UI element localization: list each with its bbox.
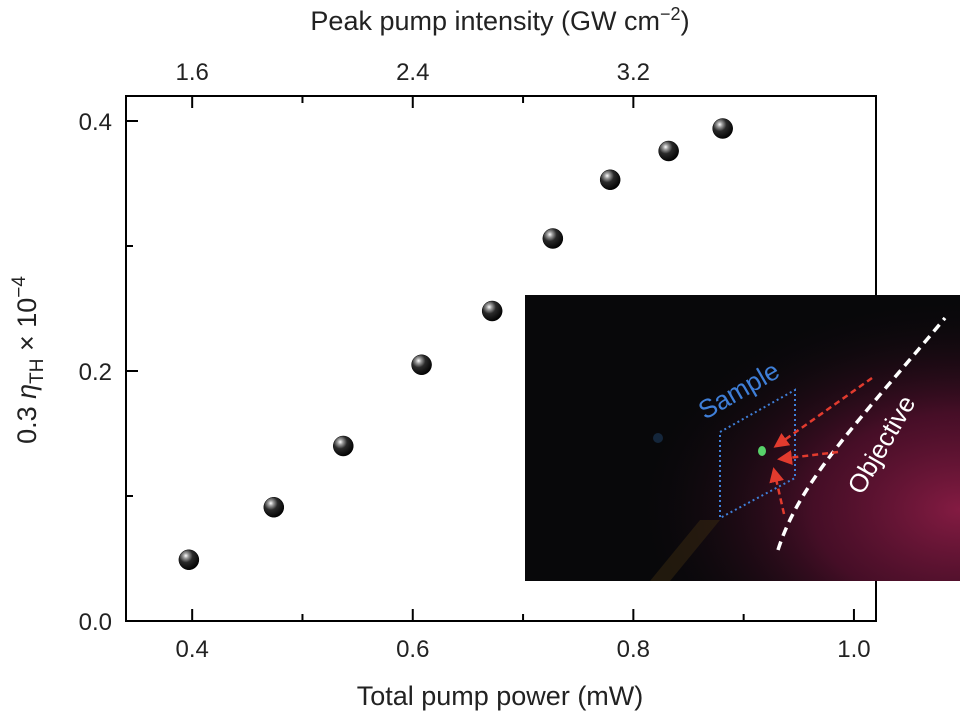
data-point	[712, 118, 733, 139]
objective-outline	[776, 316, 947, 551]
top-tick-label: 3.2	[617, 59, 650, 86]
y-axis-title-mult: × 10	[12, 298, 42, 359]
data-point	[542, 228, 564, 249]
data-point	[599, 169, 621, 190]
y-axis-title: 0.3 ηTH × 10−4	[9, 276, 48, 444]
x-tick-label: 0.8	[617, 636, 650, 663]
inset-reflection	[650, 520, 720, 581]
top-axis-title: Peak pump intensity (GW cm−2)	[310, 4, 689, 36]
axis-tick-labels: 0.4 0.6 0.8 1.0 0.0 0.2 0.4 1.6 2.4 3.2	[79, 59, 871, 663]
y-axis-title-subscript: TH	[27, 359, 48, 384]
data-point	[658, 140, 679, 162]
x-tick-label: 0.4	[175, 636, 208, 663]
data-point	[333, 435, 354, 457]
sample-emission-spot	[758, 446, 766, 456]
axis-ticks	[126, 96, 855, 622]
pump-arrow-lower	[769, 467, 786, 515]
x-axis-title: Total pump power (mW)	[357, 681, 644, 711]
x-tick-label: 1.0	[837, 636, 870, 663]
top-axis-title-exponent: −2	[660, 4, 681, 24]
data-points	[178, 118, 733, 570]
top-axis-title-close: )	[681, 6, 690, 36]
pump-arrows	[769, 376, 873, 515]
data-point	[263, 497, 285, 518]
y-tick-label: 0.2	[79, 359, 112, 386]
y-tick-label: 0.4	[79, 109, 112, 136]
y-axis-title-prefix: 0.3	[12, 399, 42, 444]
y-axis-title-exponent: −4	[9, 276, 30, 298]
data-point	[178, 549, 200, 570]
inset-photo: Sample Objective	[525, 295, 960, 581]
top-tick-label: 1.6	[175, 59, 208, 86]
data-point	[411, 354, 432, 375]
inset-objective-glow	[525, 295, 960, 581]
top-axis-title-main: Peak pump intensity (GW cm	[310, 6, 660, 36]
x-tick-label: 0.6	[396, 636, 429, 663]
data-point	[481, 300, 503, 322]
y-tick-label: 0.0	[79, 609, 112, 636]
top-tick-label: 2.4	[396, 59, 429, 86]
inset-faint-spot	[653, 433, 663, 443]
y-axis-title-symbol: η	[12, 384, 42, 399]
